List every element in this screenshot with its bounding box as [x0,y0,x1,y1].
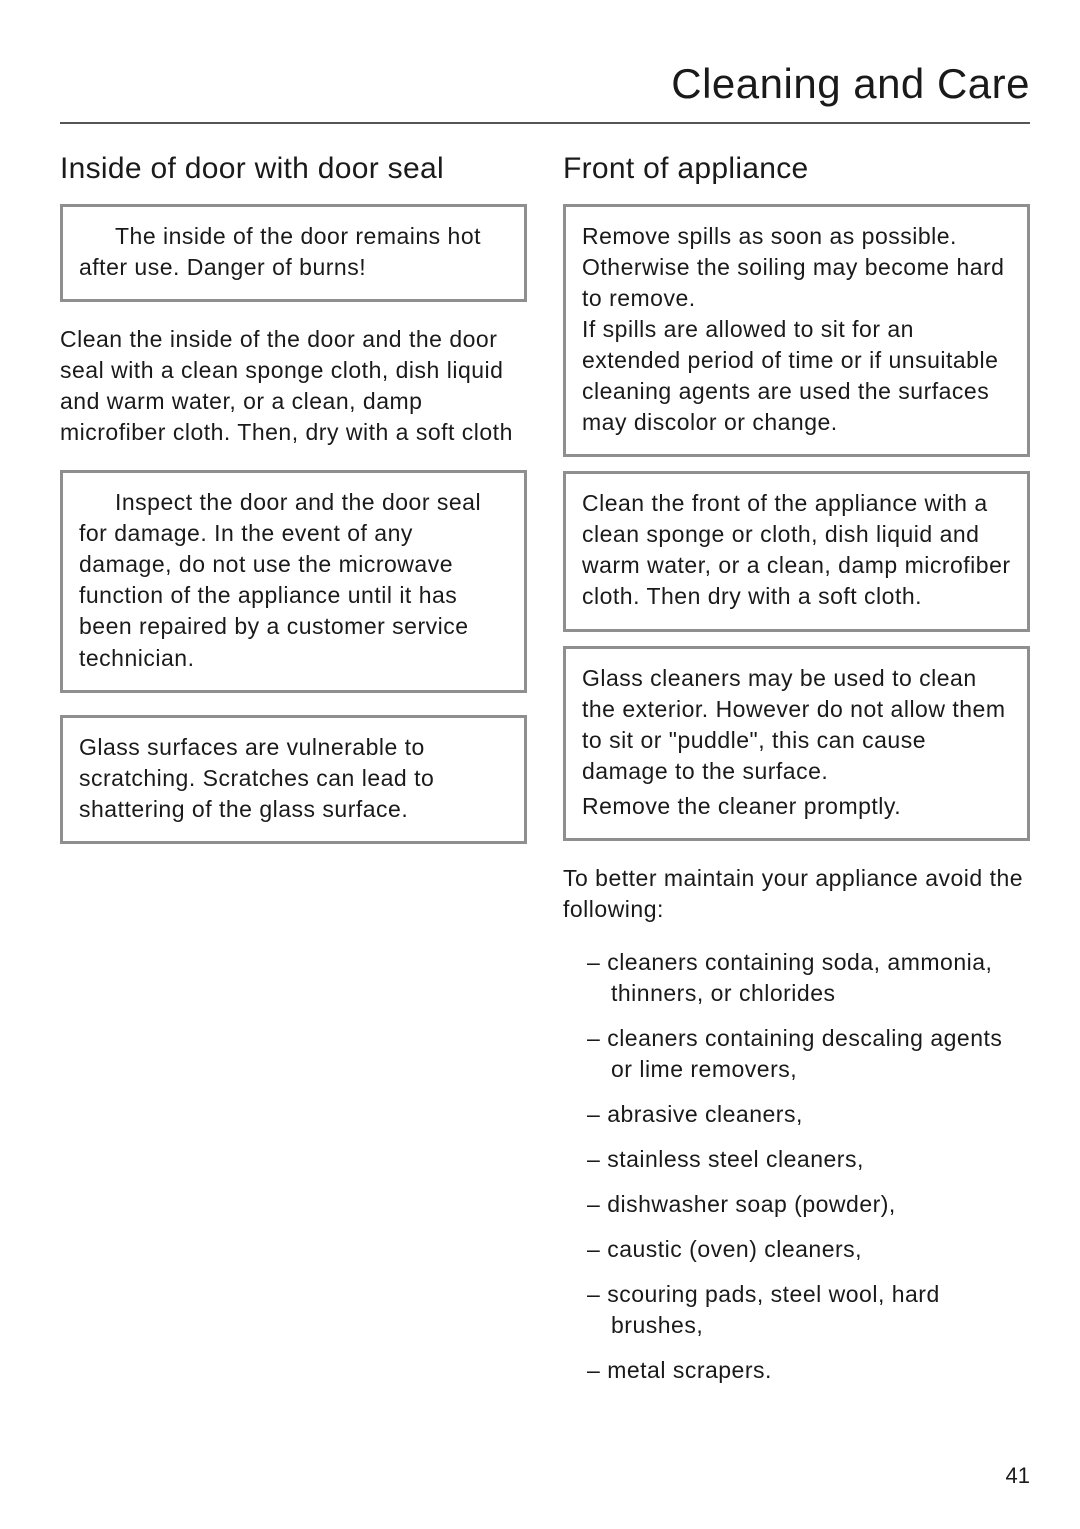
list-item: stainless steel cleaners, [563,1144,1030,1175]
right-section-heading: Front of appliance [563,152,1030,186]
page-number: 41 [60,1463,1030,1489]
left-column: Inside of door with door seal The inside… [60,152,527,1463]
avoid-intro: To better maintain your appliance avoid … [563,863,1030,925]
inspect-box: Inspect the door and the door seal for d… [60,470,527,692]
list-item: dishwasher soap (powder), [563,1189,1030,1220]
list-item: metal scrapers. [563,1355,1030,1386]
glass-cleaner-box: Glass cleaners may be used to clean the … [563,646,1030,841]
glass-cleaner-text-1: Glass cleaners may be used to clean the … [582,663,1011,787]
door-cleaning-paragraph: Clean the inside of the door and the doo… [60,324,527,448]
inspect-text: Inspect the door and the door seal for d… [79,487,508,673]
glass-scratch-box: Glass surfaces are vulnerable to scratch… [60,715,527,844]
list-item: abrasive cleaners, [563,1099,1030,1130]
avoid-list: cleaners containing soda, ammonia, thinn… [563,947,1030,1401]
page-title: Cleaning and Care [60,60,1030,124]
left-section-heading: Inside of door with door seal [60,152,527,186]
two-column-layout: Inside of door with door seal The inside… [60,152,1030,1463]
glass-cleaner-text-2: Remove the cleaner promptly. [582,791,1011,822]
front-clean-text: Clean the front of the appliance with a … [582,488,1011,612]
list-item: scouring pads, steel wool, hard brushes, [563,1279,1030,1341]
list-item: cleaners containing soda, ammonia, thinn… [563,947,1030,1009]
right-column: Front of appliance Remove spills as soon… [563,152,1030,1463]
spills-box: Remove spills as soon as possible. Other… [563,204,1030,457]
list-item: cleaners containing descaling agents or … [563,1023,1030,1085]
list-item: caustic (oven) cleaners, [563,1234,1030,1265]
spills-text: Remove spills as soon as possible. Other… [582,221,1011,438]
warning-box-hot-door: The inside of the door remains hot after… [60,204,527,302]
glass-scratch-text: Glass surfaces are vulnerable to scratch… [79,732,508,825]
front-clean-box: Clean the front of the appliance with a … [563,471,1030,631]
warning-text: The inside of the door remains hot after… [79,221,508,283]
